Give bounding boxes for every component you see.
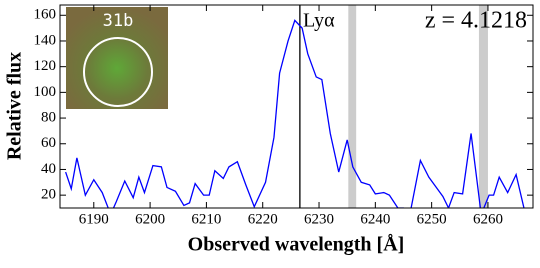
plot-area: [65, 5, 525, 208]
y-tick-label: 140: [34, 32, 57, 48]
inset-background: [66, 7, 168, 109]
y-tick-label: 100: [34, 84, 57, 100]
x-tick-label: 6230: [304, 211, 334, 227]
x-tick-label: 6200: [135, 211, 165, 227]
x-tick-label: 6260: [473, 211, 503, 227]
y-tick-label: 160: [34, 7, 57, 23]
x-tick-label: 6250: [417, 211, 447, 227]
y-tick-label: 60: [41, 135, 56, 151]
inset-image: 31b: [66, 7, 168, 109]
y-axis-label: Relative flux: [4, 52, 26, 160]
frame: [59, 4, 534, 209]
spectrum-line: [65, 19, 525, 208]
x-tick-label: 6210: [191, 211, 221, 227]
shaded-region: [348, 5, 357, 208]
annotation: z = 4.1218: [425, 8, 527, 34]
aperture-circle: [83, 37, 153, 107]
annotation: Lyα: [303, 10, 335, 32]
inset-label: 31b: [103, 11, 134, 31]
shaded-region: [478, 5, 488, 208]
y-tick-label: 40: [41, 161, 56, 177]
x-tick-label: 6220: [248, 211, 278, 227]
y-tick-label: 20: [41, 187, 56, 203]
x-axis-label: Observed wavelength [Å]: [188, 233, 405, 256]
x-tick-label: 6190: [79, 211, 109, 227]
y-tick-label: 120: [34, 58, 57, 74]
y-tick-label: 80: [41, 110, 56, 126]
x-tick-label: 6240: [360, 211, 390, 227]
